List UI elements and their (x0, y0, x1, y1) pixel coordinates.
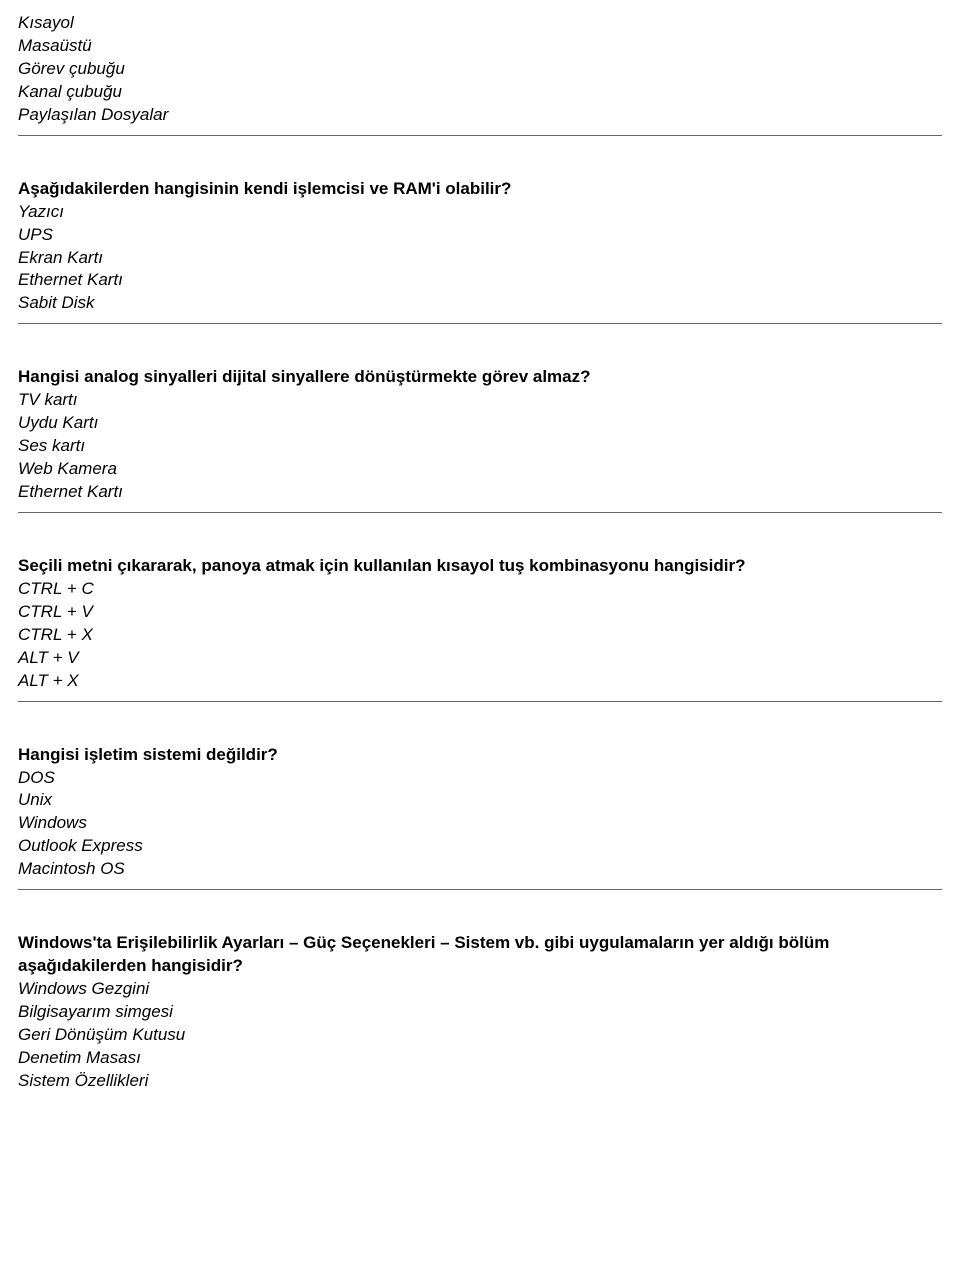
answer-option: Ethernet Kartı (18, 481, 942, 504)
question-text: Hangisi işletim sistemi değildir? (18, 744, 942, 767)
answer-option: Masaüstü (18, 35, 942, 58)
question-block: Aşağıdakilerden hangisinin kendi işlemci… (18, 178, 942, 316)
question-block: Seçili metni çıkararak, panoya atmak içi… (18, 555, 942, 693)
answer-option: Kısayol (18, 12, 942, 35)
separator (18, 889, 942, 890)
answer-option: Ethernet Kartı (18, 269, 942, 292)
question-text: Seçili metni çıkararak, panoya atmak içi… (18, 555, 942, 578)
answer-option: ALT + V (18, 647, 942, 670)
question-text: Hangisi analog sinyalleri dijital sinyal… (18, 366, 942, 389)
answer-option: Sistem Özellikleri (18, 1070, 942, 1093)
answer-option: Unix (18, 789, 942, 812)
answer-option: Kanal çubuğu (18, 81, 942, 104)
question-block: Hangisi analog sinyalleri dijital sinyal… (18, 366, 942, 504)
separator (18, 701, 942, 702)
answer-option: Ekran Kartı (18, 247, 942, 270)
answer-option: UPS (18, 224, 942, 247)
answer-option: CTRL + V (18, 601, 942, 624)
question-text: Windows'ta Erişilebilirlik Ayarları – Gü… (18, 932, 942, 978)
answer-option: Macintosh OS (18, 858, 942, 881)
answer-option: Bilgisayarım simgesi (18, 1001, 942, 1024)
answer-option: Denetim Masası (18, 1047, 942, 1070)
answer-option: CTRL + X (18, 624, 942, 647)
answer-option: Windows Gezgini (18, 978, 942, 1001)
question-block: Hangisi işletim sistemi değildir? DOS Un… (18, 744, 942, 882)
answer-option: CTRL + C (18, 578, 942, 601)
separator (18, 323, 942, 324)
answer-option: Uydu Kartı (18, 412, 942, 435)
answer-option: Web Kamera (18, 458, 942, 481)
separator (18, 512, 942, 513)
answer-option: Ses kartı (18, 435, 942, 458)
answer-option: Görev çubuğu (18, 58, 942, 81)
answer-option: ALT + X (18, 670, 942, 693)
answer-option: DOS (18, 767, 942, 790)
answer-option: Outlook Express (18, 835, 942, 858)
answer-option: Sabit Disk (18, 292, 942, 315)
separator (18, 135, 942, 136)
answer-option: Windows (18, 812, 942, 835)
question-text: Aşağıdakilerden hangisinin kendi işlemci… (18, 178, 942, 201)
intro-answers-block: Kısayol Masaüstü Görev çubuğu Kanal çubu… (18, 12, 942, 127)
answer-option: Yazıcı (18, 201, 942, 224)
answer-option: Geri Dönüşüm Kutusu (18, 1024, 942, 1047)
answer-option: Paylaşılan Dosyalar (18, 104, 942, 127)
question-block: Windows'ta Erişilebilirlik Ayarları – Gü… (18, 932, 942, 1093)
answer-option: TV kartı (18, 389, 942, 412)
